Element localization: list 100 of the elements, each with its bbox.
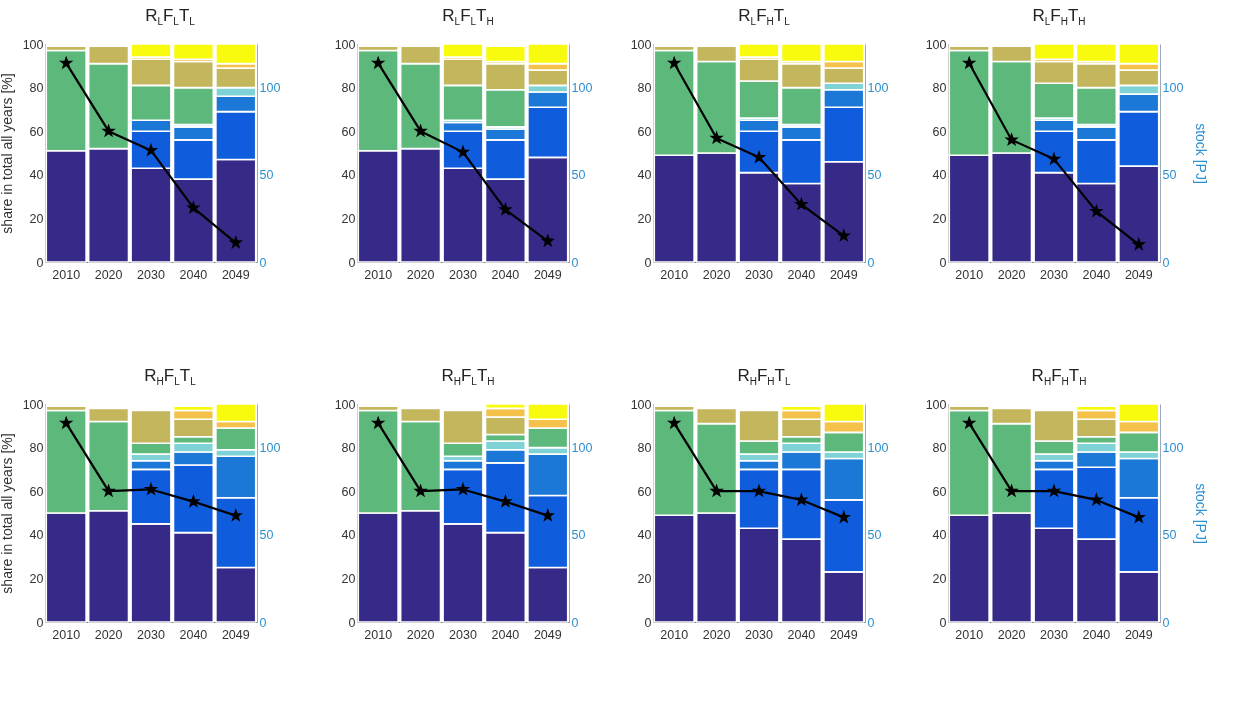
- x-tick-label: 2040: [491, 267, 520, 282]
- y2-tick-label: 100: [571, 441, 593, 456]
- x-tick-label: 2049: [1124, 267, 1153, 282]
- x-tick-label: 2020: [406, 267, 435, 282]
- y-tick-label: 100: [630, 37, 652, 52]
- x-tick-label: 2010: [955, 627, 984, 642]
- x-tick-label: 2010: [955, 267, 984, 282]
- x-tick-label: 2040: [179, 627, 208, 642]
- y-tick-label: 40: [932, 168, 947, 183]
- y2-tick-label: 50: [867, 168, 882, 183]
- y-tick-label: 60: [637, 484, 652, 499]
- y-tick-label: 60: [932, 124, 947, 139]
- x-tick-label: 2030: [745, 267, 773, 282]
- y-tick-label: 40: [29, 168, 44, 183]
- y-tick-label: 80: [341, 81, 356, 96]
- chart-title: R$_{H}$F$_{H}$T$_{H}$: [1030, 365, 1088, 390]
- y-tick-label: 100: [630, 397, 652, 412]
- y-tick-label: 60: [29, 124, 44, 139]
- y2-tick-label: 100: [867, 81, 889, 96]
- y2-tick-label: 0: [259, 255, 267, 270]
- y-tick-label: 20: [932, 211, 947, 226]
- x-tick-label: 2020: [702, 627, 731, 642]
- y2-tick-label: 50: [1162, 528, 1177, 543]
- y2-tick-label: 50: [259, 528, 274, 543]
- y-tick-label: 60: [637, 124, 652, 139]
- x-tick-label: 2040: [1082, 267, 1111, 282]
- x-tick-label: 2049: [221, 267, 250, 282]
- y-tick-label: 20: [341, 571, 356, 586]
- y-tick-label: 100: [334, 37, 356, 52]
- x-tick-label: 2010: [364, 627, 393, 642]
- y2-tick-label: 0: [1162, 255, 1170, 270]
- y-tick-label: 40: [341, 528, 356, 543]
- y2-tick-label: 0: [259, 615, 267, 630]
- y-tick-label: 40: [29, 528, 44, 543]
- chart-title: R$_{L}$F$_{H}$T$_{H}$: [1031, 5, 1087, 30]
- x-tick-label: 2049: [221, 627, 250, 642]
- y-tick-label: 100: [22, 37, 44, 52]
- y2-axis-title: stock [PJ]: [1193, 483, 1210, 544]
- x-tick-label: 2020: [94, 627, 123, 642]
- x-tick-label: 2040: [491, 627, 520, 642]
- y-tick-label: 0: [348, 255, 356, 270]
- y-axis-title: share in total all years [%]: [0, 433, 15, 594]
- y-axis-title: share in total all years [%]: [0, 73, 15, 234]
- chart-title: R$_{L}$F$_{H}$T$_{L}$: [737, 5, 791, 30]
- x-tick-label: 2040: [787, 627, 816, 642]
- y-tick-label: 80: [29, 441, 44, 456]
- chart-title: R$_{L}$F$_{L}$T$_{H}$: [441, 5, 495, 30]
- y-tick-label: 20: [341, 211, 356, 226]
- x-tick-label: 2030: [449, 267, 477, 282]
- y2-axis-title: stock [PJ]: [1193, 123, 1210, 184]
- y2-tick-label: 100: [867, 441, 889, 456]
- y-tick-label: 80: [341, 441, 356, 456]
- y-tick-label: 20: [932, 571, 947, 586]
- x-tick-label: 2030: [137, 267, 165, 282]
- y-tick-label: 100: [925, 37, 947, 52]
- y-tick-label: 0: [36, 615, 44, 630]
- x-tick-label: 2010: [660, 627, 689, 642]
- y-tick-label: 40: [637, 528, 652, 543]
- x-tick-label: 2030: [745, 627, 773, 642]
- x-tick-label: 2040: [1082, 627, 1111, 642]
- y2-tick-label: 50: [259, 168, 274, 183]
- y-tick-label: 60: [341, 484, 356, 499]
- y2-tick-label: 100: [571, 81, 593, 96]
- x-tick-label: 2049: [829, 627, 858, 642]
- y-tick-label: 60: [932, 484, 947, 499]
- y2-tick-label: 0: [571, 615, 579, 630]
- x-tick-label: 2020: [94, 267, 123, 282]
- x-tick-label: 2010: [52, 627, 81, 642]
- x-tick-label: 2020: [702, 267, 731, 282]
- y-tick-label: 0: [939, 615, 947, 630]
- y2-tick-label: 50: [1162, 168, 1177, 183]
- chart-title: R$_{H}$F$_{L}$T$_{L}$: [143, 365, 197, 390]
- y-tick-label: 100: [925, 397, 947, 412]
- x-tick-label: 2030: [137, 627, 165, 642]
- y-tick-label: 80: [932, 81, 947, 96]
- x-tick-label: 2049: [533, 627, 562, 642]
- y2-tick-label: 0: [1162, 615, 1170, 630]
- chart-title: R$_{H}$F$_{L}$T$_{H}$: [440, 365, 496, 390]
- y-tick-label: 20: [637, 211, 652, 226]
- y2-tick-label: 100: [259, 81, 281, 96]
- y-tick-label: 100: [22, 397, 44, 412]
- x-tick-label: 2030: [1040, 267, 1068, 282]
- y-tick-label: 80: [637, 441, 652, 456]
- y-tick-label: 40: [932, 528, 947, 543]
- x-tick-label: 2020: [997, 627, 1026, 642]
- chart-title: R$_{H}$F$_{H}$T$_{L}$: [736, 365, 792, 390]
- y-tick-label: 20: [637, 571, 652, 586]
- y-tick-label: 0: [644, 615, 652, 630]
- y-tick-label: 0: [36, 255, 44, 270]
- y2-tick-label: 100: [1162, 441, 1184, 456]
- y-tick-label: 80: [29, 81, 44, 96]
- x-tick-label: 2020: [997, 267, 1026, 282]
- x-tick-label: 2010: [660, 267, 689, 282]
- x-tick-label: 2040: [787, 267, 816, 282]
- y2-tick-label: 0: [867, 255, 875, 270]
- y-tick-label: 100: [334, 397, 356, 412]
- x-tick-label: 2049: [533, 267, 562, 282]
- y-tick-label: 0: [939, 255, 947, 270]
- y2-tick-label: 100: [1162, 81, 1184, 96]
- y2-tick-label: 100: [259, 441, 281, 456]
